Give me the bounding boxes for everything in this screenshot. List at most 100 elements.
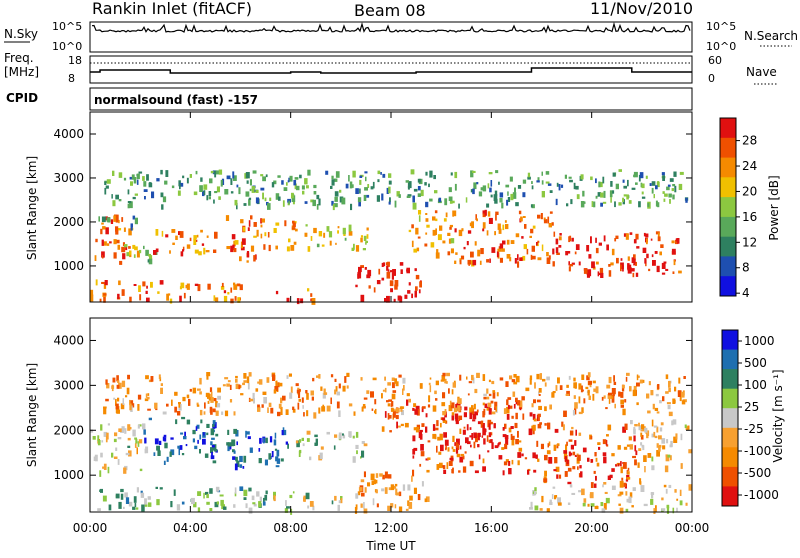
data-cell xyxy=(90,294,94,302)
colorbar-segment xyxy=(722,330,738,351)
data-cell xyxy=(477,421,482,425)
data-cell xyxy=(466,241,469,246)
data-cell xyxy=(377,179,380,183)
data-cell xyxy=(483,408,486,416)
data-cell xyxy=(478,454,481,460)
data-cell xyxy=(214,170,217,178)
data-cell xyxy=(366,194,370,198)
data-cell xyxy=(444,378,447,384)
data-cell xyxy=(206,494,209,499)
data-cell xyxy=(536,242,538,246)
data-cell xyxy=(580,201,585,208)
data-cell xyxy=(364,487,367,493)
data-cell xyxy=(536,373,540,380)
data-cell xyxy=(214,231,218,239)
data-cell xyxy=(512,192,517,199)
data-cell xyxy=(428,183,430,188)
data-cell xyxy=(243,380,248,383)
data-cell xyxy=(457,405,461,412)
data-cell xyxy=(399,262,404,266)
data-cell xyxy=(393,298,396,303)
data-cell xyxy=(144,498,147,505)
data-cell xyxy=(181,416,186,420)
data-cell xyxy=(508,468,512,475)
data-cell xyxy=(639,172,644,179)
data-cell xyxy=(586,245,590,252)
data-cell xyxy=(556,443,560,446)
data-cell xyxy=(331,175,334,180)
data-cell xyxy=(420,189,424,197)
data-cell xyxy=(612,190,615,194)
data-cell xyxy=(214,231,217,235)
data-cell xyxy=(131,174,135,180)
data-cell xyxy=(335,386,338,392)
data-cell xyxy=(245,191,250,197)
data-cell xyxy=(549,502,553,505)
data-cell xyxy=(322,404,325,409)
data-cell xyxy=(194,249,199,254)
data-cell xyxy=(544,470,547,477)
data-cell xyxy=(258,458,262,464)
data-cell xyxy=(672,398,676,404)
data-cell xyxy=(165,170,169,177)
data-cell xyxy=(312,199,316,207)
data-cell xyxy=(253,255,256,262)
data-cell xyxy=(600,192,604,198)
data-cell xyxy=(337,226,340,229)
data-cell xyxy=(339,189,342,193)
data-cell xyxy=(301,185,305,190)
data-cell xyxy=(134,246,138,251)
data-cell xyxy=(374,410,377,414)
data-cell xyxy=(448,388,450,394)
data-cell xyxy=(665,454,668,457)
data-cell xyxy=(348,175,350,182)
cpid-mode: normalsound (fast) -157 xyxy=(94,93,258,107)
data-cell xyxy=(583,398,586,404)
data-cell xyxy=(367,184,370,188)
data-cell xyxy=(240,246,245,251)
data-cell xyxy=(657,202,660,208)
data-cell xyxy=(182,396,186,402)
data-cell xyxy=(355,493,359,499)
data-cell xyxy=(124,244,128,248)
data-cell xyxy=(651,419,654,427)
data-cell xyxy=(143,181,147,187)
colorbar-segment xyxy=(722,486,738,507)
data-cell xyxy=(253,398,255,404)
data-cell xyxy=(225,215,230,221)
data-cell xyxy=(330,374,334,378)
data-cell xyxy=(632,487,636,491)
data-cell xyxy=(462,429,466,435)
data-cell xyxy=(665,374,669,380)
data-cell xyxy=(685,426,689,430)
data-cell xyxy=(481,435,484,438)
data-cell xyxy=(183,292,186,299)
data-cell xyxy=(470,444,472,448)
data-cell xyxy=(233,248,237,253)
data-cell xyxy=(359,188,361,194)
data-cell xyxy=(493,194,498,201)
data-cell xyxy=(552,261,555,267)
data-cell xyxy=(429,377,432,380)
data-cell xyxy=(433,175,436,180)
data-cell xyxy=(163,438,167,442)
data-cell xyxy=(552,486,556,489)
data-cell xyxy=(497,223,501,230)
data-cell xyxy=(418,210,422,215)
data-cell xyxy=(443,218,447,222)
data-cell xyxy=(505,438,509,445)
data-cell xyxy=(620,466,623,474)
colorbar-segment xyxy=(720,137,736,159)
data-cell xyxy=(661,172,665,176)
data-cell xyxy=(635,450,638,456)
data-cell xyxy=(103,293,107,296)
data-cell xyxy=(526,248,529,255)
data-cell xyxy=(264,459,268,466)
data-cell xyxy=(169,250,171,254)
data-cell xyxy=(288,177,290,182)
data-cell xyxy=(255,197,259,204)
data-cell xyxy=(549,211,553,214)
data-cell xyxy=(517,400,521,406)
data-cell xyxy=(253,222,257,227)
data-cell xyxy=(668,484,672,488)
